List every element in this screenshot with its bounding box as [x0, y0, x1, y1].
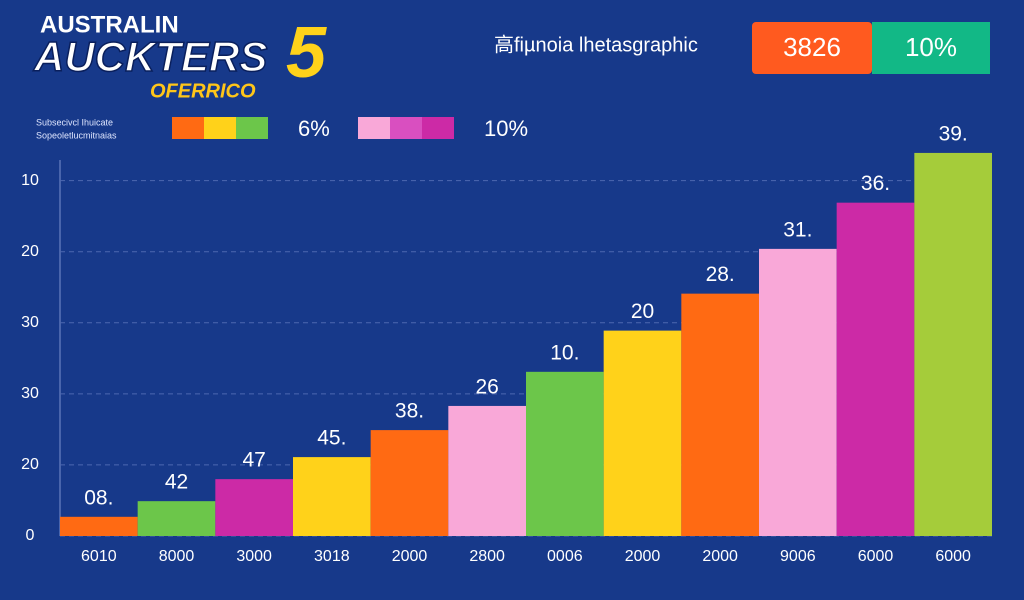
legend-note: Sopeoletlucmitnaias	[36, 130, 117, 140]
subtitle: OFERRICO	[150, 80, 256, 102]
legend-swatch	[358, 117, 390, 139]
bar-label: 47	[242, 449, 265, 472]
bar	[137, 501, 216, 536]
bar	[603, 330, 682, 536]
x-tick-label: 3018	[314, 548, 350, 565]
bar	[293, 457, 371, 536]
x-tick-label: 2000	[625, 548, 661, 565]
legend-swatch	[204, 117, 236, 139]
bar-label: 26	[475, 375, 498, 398]
bar-label: 08.	[84, 486, 113, 509]
x-tick-label: 2000	[392, 548, 428, 565]
badge	[752, 22, 872, 74]
badge-label: 3826	[783, 32, 841, 62]
x-tick-label: 6010	[81, 548, 117, 565]
legend-note: Subsecivcl Ihuicate	[36, 117, 113, 127]
x-tick-label: 6000	[858, 548, 894, 565]
y-tick-label: 30	[21, 385, 39, 402]
bar	[914, 152, 992, 537]
bar-label: 36.	[861, 172, 890, 195]
x-tick-label: 0006	[547, 548, 583, 565]
bar	[681, 293, 759, 536]
header-text: 高fiµnoia lhetasgraphic	[494, 33, 698, 56]
bar	[60, 516, 138, 536]
legend-label: 6%	[298, 116, 330, 141]
bar-label: 28.	[706, 263, 735, 286]
bar	[526, 371, 604, 536]
legend-swatch	[236, 117, 268, 139]
bar	[759, 248, 837, 536]
bar-label: 39.	[939, 122, 968, 145]
title-top: AUSTRALIN	[40, 11, 179, 38]
bar-label: 20	[631, 300, 654, 323]
bar	[836, 202, 915, 537]
legend-label: 10%	[484, 116, 528, 141]
badge-label: 10%	[905, 32, 957, 62]
y-tick-label: 30	[21, 314, 39, 331]
y-tick-label: 10	[21, 172, 39, 189]
y-tick-label: 20	[21, 243, 39, 260]
chart-title: AUCKTERS	[33, 33, 267, 80]
bar-label: 31.	[783, 218, 812, 241]
bar-label: 42	[165, 471, 188, 494]
bar	[448, 405, 526, 536]
legend-swatch	[422, 117, 454, 139]
x-tick-label: 2000	[702, 548, 738, 565]
bar-label: 38.	[395, 400, 424, 423]
bar-label: 10.	[550, 341, 579, 364]
x-tick-label: 8000	[159, 548, 195, 565]
bar-label: 45.	[317, 427, 346, 450]
x-tick-label: 6000	[935, 548, 971, 565]
legend-swatch	[172, 117, 204, 139]
badge	[872, 22, 990, 74]
y-tick-label: 0	[26, 527, 35, 544]
title-number: 5	[286, 13, 327, 93]
y-tick-label: 20	[21, 456, 39, 473]
x-tick-label: 2800	[469, 548, 505, 565]
x-tick-label: 9006	[780, 548, 816, 565]
bar	[215, 479, 293, 536]
bar	[370, 430, 449, 536]
legend-swatch	[390, 117, 422, 139]
x-tick-label: 3000	[236, 548, 272, 565]
